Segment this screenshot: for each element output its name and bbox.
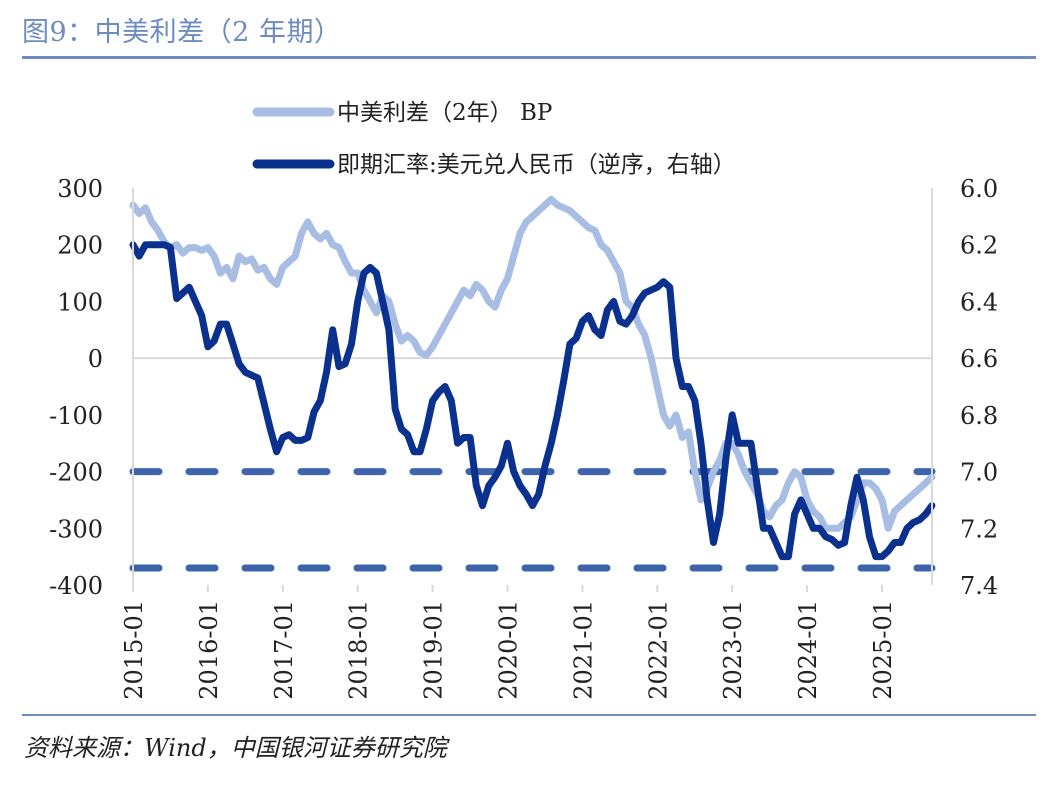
x-tick-label: 2017-01: [270, 600, 298, 700]
legend: 中美利差（2年） BP 即期汇率:美元兑人民币（逆序，右轴）: [252, 100, 736, 178]
right-tick-label: 6.8: [960, 402, 998, 430]
left-tick-label: -100: [49, 402, 103, 430]
x-tick-label: 2019-01: [420, 600, 448, 700]
x-tick-label: 2015-01: [120, 600, 148, 700]
x-tick-label: 2024-01: [794, 600, 822, 700]
x-tick-label: 2018-01: [345, 600, 373, 700]
left-tick-label: 300: [57, 175, 103, 203]
chart-title: 图9：中美利差（2 年期）: [22, 17, 342, 48]
left-tick-label: -400: [49, 572, 103, 600]
legend-label-fx: 即期汇率:美元兑人民币（逆序，右轴）: [337, 152, 736, 178]
right-tick-label: 6.0: [960, 175, 998, 203]
left-tick-label: -300: [49, 515, 103, 543]
right-tick-label: 6.6: [960, 345, 998, 373]
series-line-1: [129, 241, 936, 561]
left-tick-label: 100: [57, 288, 103, 316]
footer-divider: [22, 714, 1036, 716]
right-tick-label: 7.4: [960, 572, 998, 600]
x-tick-label: 2020-01: [495, 600, 523, 700]
source-note: 资料来源：Wind，中国银河证券研究院: [24, 734, 447, 762]
x-tick-label: 2021-01: [569, 600, 597, 700]
left-tick-label: 0: [88, 345, 103, 373]
right-tick-label: 7.0: [960, 459, 998, 487]
right-tick-label: 6.2: [960, 232, 998, 260]
left-tick-label: -200: [49, 459, 103, 487]
series-line-0: [129, 195, 936, 532]
legend-label-spread: 中美利差（2年） BP: [337, 100, 552, 126]
title-divider: [22, 56, 1036, 59]
right-tick-label: 7.2: [960, 515, 998, 543]
right-tick-label: 6.4: [960, 288, 998, 316]
x-tick-label: 2016-01: [195, 600, 223, 700]
x-tick-label: 2023-01: [719, 600, 747, 700]
x-tick-label: 2022-01: [644, 600, 672, 700]
left-tick-label: 200: [57, 232, 103, 260]
x-tick-label: 2025-01: [869, 600, 897, 700]
